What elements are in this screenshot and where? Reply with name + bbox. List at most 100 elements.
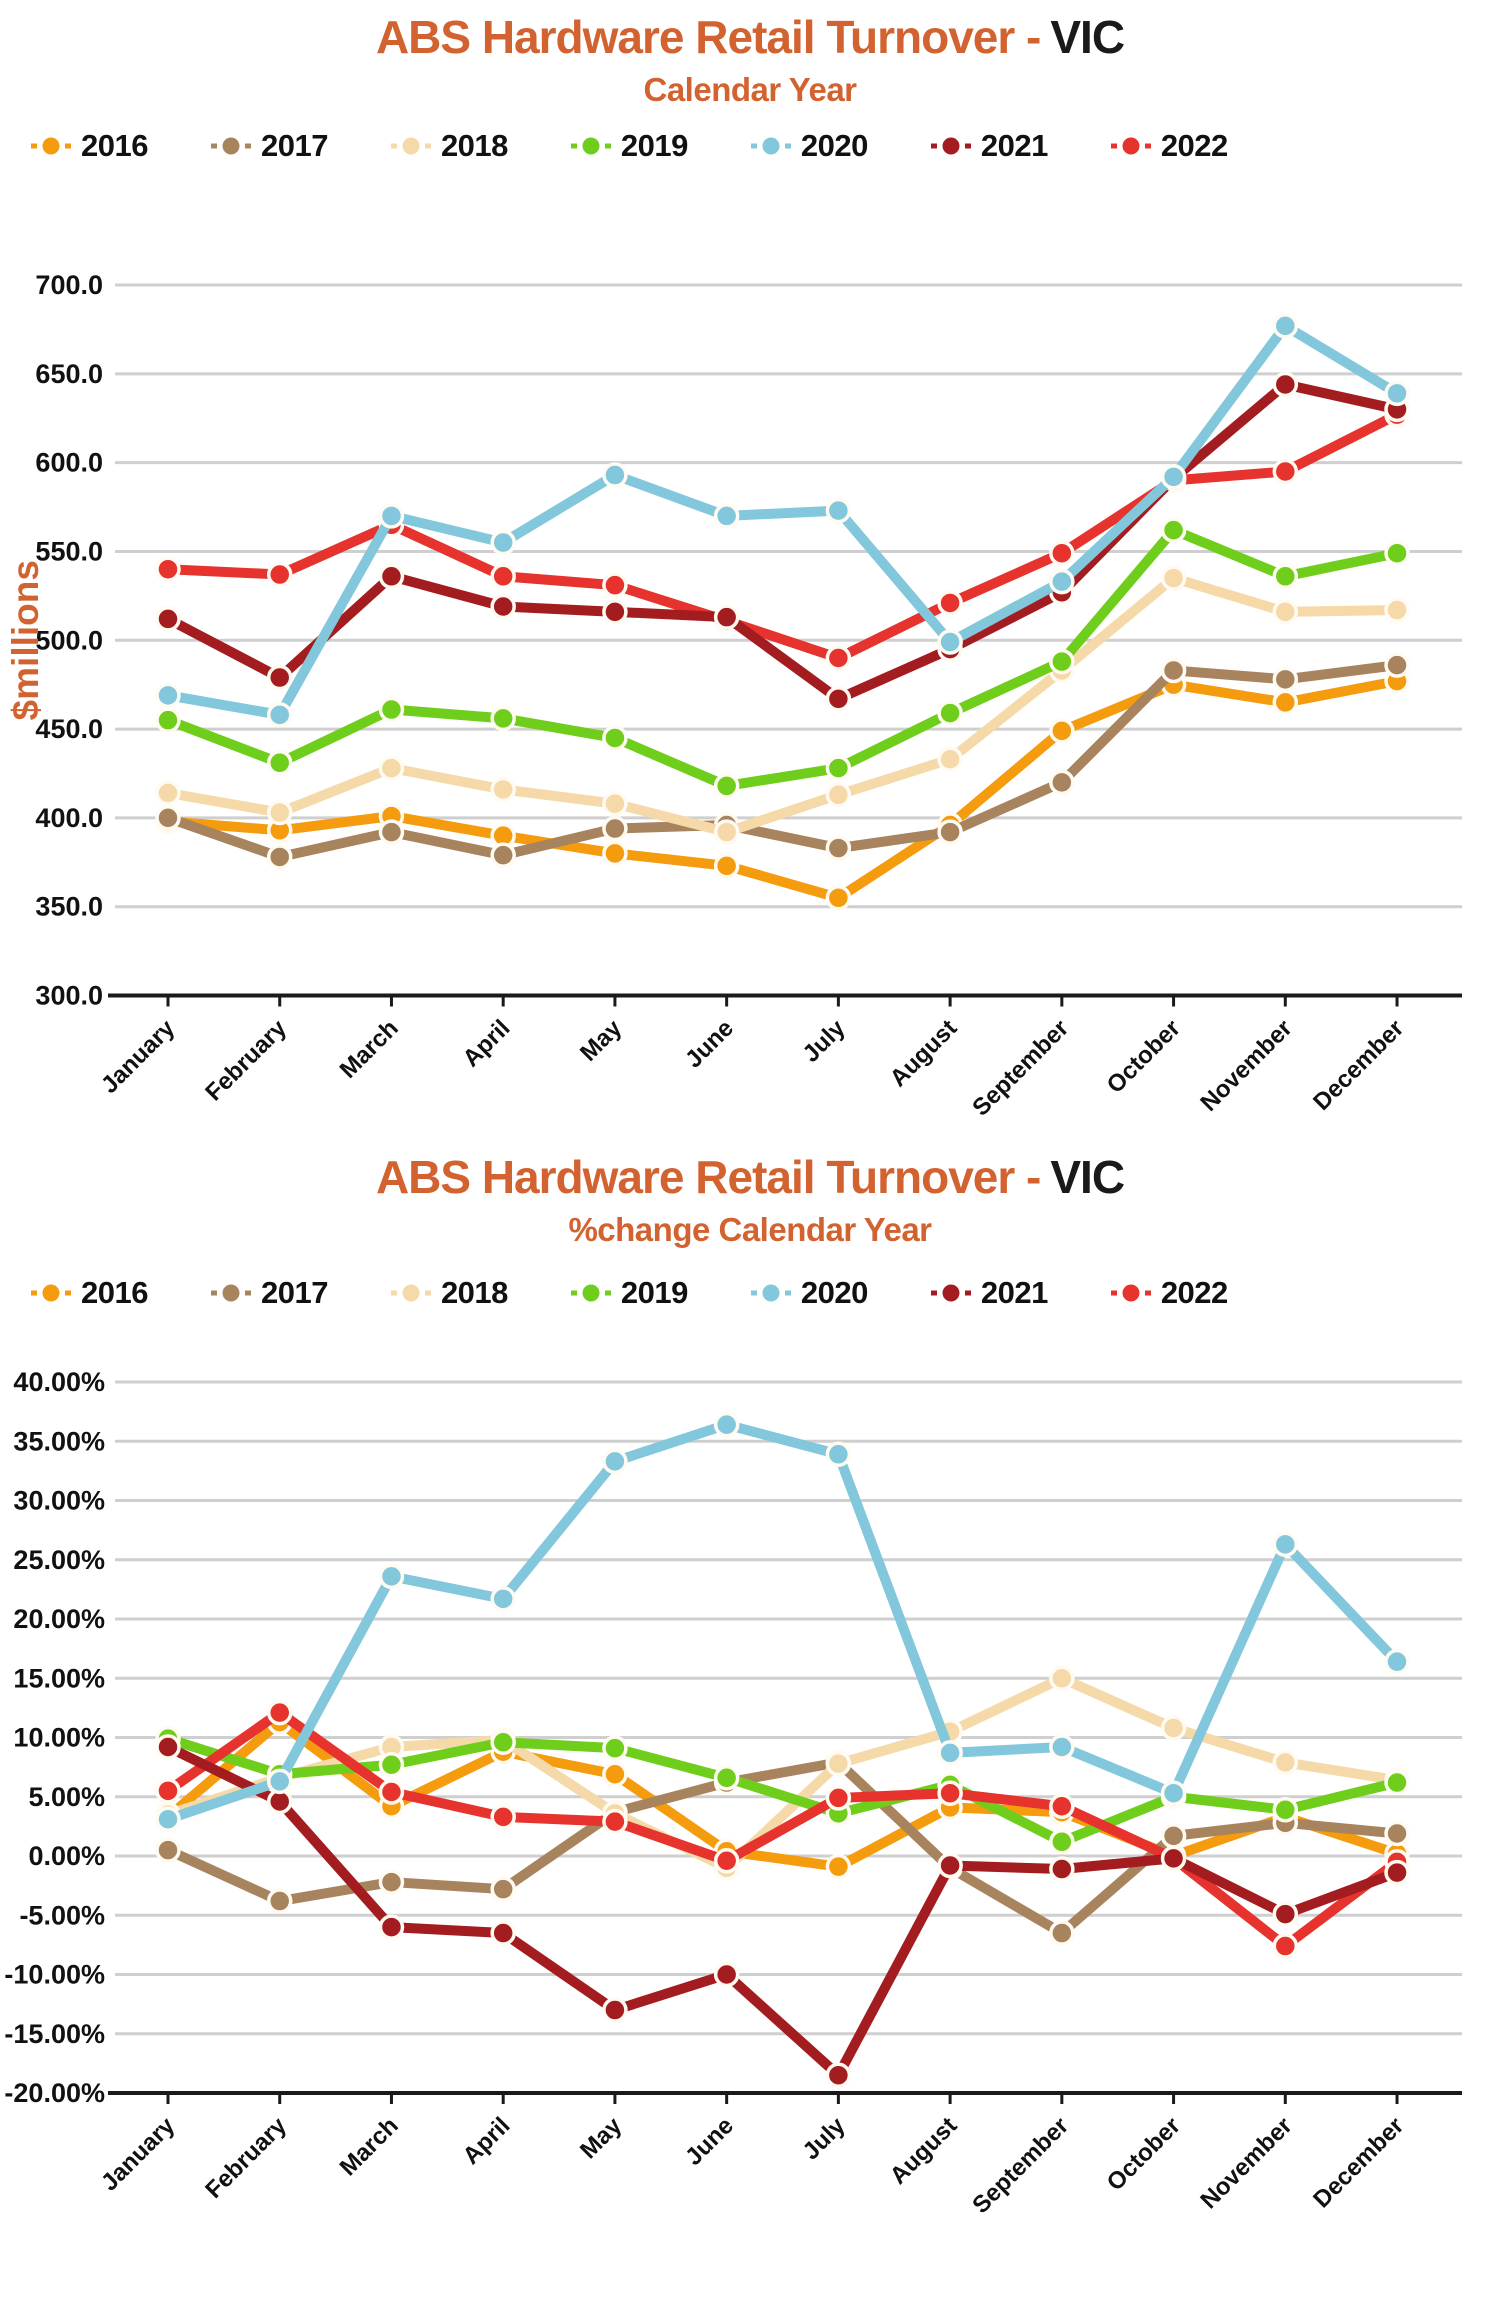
data-point-2017-January: [155, 1837, 181, 1863]
data-point-2018-January: [155, 780, 181, 806]
data-point-2022-November: [1272, 1933, 1299, 1959]
data-point-2021-April: [490, 593, 516, 620]
data-point-2021-June: [713, 604, 740, 630]
data-point-2018-April: [490, 776, 516, 803]
data-point-2020-August: [937, 629, 963, 655]
data-point-2022-February: [266, 1699, 293, 1726]
data-point-2020-May: [602, 462, 628, 488]
data-point-2022-July: [825, 645, 852, 671]
y-axis-tick-label: -15.00%: [4, 2019, 105, 2049]
y-axis-tick-label: 35.00%: [13, 1426, 105, 1456]
data-point-2018-September: [1049, 1665, 1075, 1691]
series-line-2016: [163, 1717, 1403, 1872]
data-point-2019-May: [602, 725, 628, 751]
data-point-2016-September: [1049, 718, 1075, 744]
data-point-2018-August: [937, 746, 963, 773]
legend-label: 2021: [980, 128, 1048, 163]
x-axis-month-label: March: [335, 1015, 404, 1084]
data-point-2022-November: [1272, 458, 1299, 485]
data-point-2016-May: [602, 1761, 628, 1787]
data-point-2018-October: [1160, 565, 1187, 591]
x-axis-month-label: March: [335, 2112, 404, 2181]
chart2-title-region: VIC: [1050, 1151, 1125, 1203]
data-point-2017-October: [1160, 1823, 1187, 1849]
data-point-2019-April: [490, 1729, 516, 1755]
chart2-legend: 2016 2017 2018 2019 2020 2021 2022: [30, 1275, 1228, 1311]
data-point-2017-August: [937, 819, 963, 845]
data-point-2021-April: [490, 1920, 516, 1946]
data-point-2018-May: [602, 790, 628, 817]
series-line-2019: [163, 1733, 1403, 1847]
data-point-2019-July: [825, 755, 852, 781]
series-2018: [155, 565, 1410, 845]
y-axis-tick-label: 350.0: [35, 892, 103, 922]
x-axis-month-label: October: [1102, 2112, 1186, 2196]
y-axis-tick-label: 40.00%: [13, 1367, 105, 1397]
legend-item-2017: 2017: [210, 1275, 328, 1311]
data-point-2022-August: [937, 1780, 963, 1806]
legend-label: 2022: [1160, 1275, 1228, 1310]
data-point-2020-November: [1272, 1531, 1299, 1558]
x-axis-month-label: December: [1308, 2112, 1409, 2213]
data-point-2019-October: [1160, 517, 1187, 543]
data-point-2018-October: [1160, 1715, 1187, 1741]
x-axis-month-label: August: [885, 2112, 963, 2190]
data-point-2021-March: [378, 563, 405, 590]
data-point-2020-September: [1049, 568, 1075, 595]
data-point-2019-December: [1384, 540, 1410, 566]
y-axis-tick-label: -10.00%: [4, 1960, 105, 1990]
legend-item-2019: 2019: [570, 128, 688, 164]
x-axis-month-label: June: [680, 1015, 739, 1074]
data-point-2021-June: [713, 1961, 740, 1988]
chart1-legend: 2016 2017 2018 2019 2020 2021 2022: [30, 128, 1228, 164]
y-axis-tick-label: 650.0: [35, 359, 103, 389]
y-axis-tick-label: 700.0: [35, 270, 103, 300]
x-axis-month-label: May: [575, 2112, 628, 2165]
chart1-plot-area: 700.0 650.0 600.0 550.0 500.0 450.0 400.0 350.0…: [5, 270, 1462, 1121]
data-point-2022-April: [490, 563, 516, 590]
data-point-2018-June: [713, 819, 740, 845]
series-line-2021: [163, 379, 1403, 704]
data-point-2020-July: [825, 497, 852, 524]
data-point-2021-February: [266, 664, 293, 691]
data-point-2016-June: [713, 853, 740, 879]
legend-item-2019: 2019: [570, 1275, 688, 1311]
data-point-2020-June: [713, 503, 740, 529]
x-axis-month-label: February: [200, 2112, 292, 2204]
series-line-2016: [163, 676, 1403, 903]
legend-label: 2022: [1160, 128, 1228, 163]
series-line-2017: [163, 660, 1403, 862]
data-point-2017-March: [378, 1869, 405, 1895]
y-axis-tick-label: 25.00%: [13, 1545, 105, 1575]
y-axis-title: $millions: [5, 560, 46, 720]
data-point-2019-September: [1049, 648, 1075, 675]
data-point-2016-May: [602, 840, 628, 867]
chart2-title-main: ABS Hardware Retail Turnover -: [375, 1151, 1041, 1203]
legend-label: 2017: [260, 1275, 328, 1310]
series-2020: [155, 313, 1410, 728]
data-point-2020-April: [490, 1586, 516, 1612]
y-axis-tick-label: 450.0: [35, 714, 103, 744]
data-point-2022-September: [1049, 540, 1075, 566]
data-point-2018-July: [825, 1750, 852, 1777]
data-point-2022-January: [155, 1778, 181, 1804]
x-axis-month-label: January: [96, 2112, 181, 2197]
y-axis-tick-label: 10.00%: [13, 1723, 105, 1753]
data-point-2021-October: [1160, 1845, 1187, 1872]
data-point-2019-March: [378, 696, 405, 723]
data-point-2020-December: [1384, 1648, 1410, 1675]
data-point-2019-December: [1384, 1769, 1410, 1796]
chart1-title: ABS Hardware Retail Turnover - VIC: [0, 12, 1500, 63]
series-line-2020: [163, 1419, 1403, 1825]
data-point-2019-August: [937, 700, 963, 726]
x-axis-month-label: February: [200, 1014, 292, 1106]
data-point-2019-April: [490, 705, 516, 732]
data-point-2019-November: [1272, 563, 1299, 590]
data-point-2021-January: [155, 1734, 181, 1760]
series-2020: [155, 1411, 1410, 1833]
data-point-2021-May: [602, 1997, 628, 2023]
data-point-2019-June: [713, 1765, 740, 1791]
legend-marker-icon: [570, 135, 612, 157]
data-point-2017-March: [378, 819, 405, 845]
data-point-2016-November: [1272, 689, 1299, 716]
